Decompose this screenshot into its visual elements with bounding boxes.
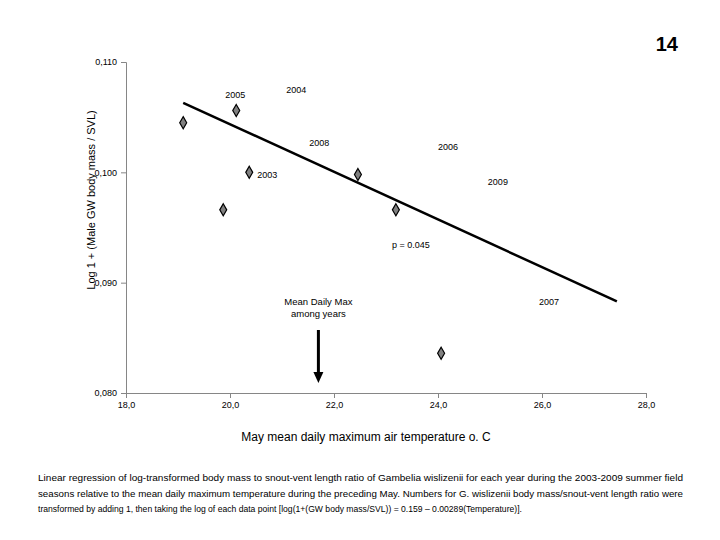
point-labels: 2005 2004 2008 2003 2006 2009 2007: [225, 85, 559, 308]
caption-line: Linear regression of log-transformed bod…: [38, 473, 683, 483]
data-point: [392, 204, 399, 216]
y-tick: 0,100: [94, 168, 126, 178]
data-point: [233, 105, 240, 117]
x-tick-label: 26,0: [534, 400, 552, 410]
y-tick-mark: [121, 172, 126, 173]
x-axis-title: May mean daily maximum air temperature o…: [241, 430, 491, 444]
x-tick: 24,0: [430, 393, 448, 410]
x-axis-line: [127, 394, 647, 399]
point-label: 2009: [488, 177, 508, 187]
y-tick-mark: [121, 393, 126, 394]
data-point: [438, 347, 445, 359]
x-tick: 28,0: [638, 393, 656, 410]
point-label: 2004: [286, 85, 306, 95]
x-tick-label: 28,0: [638, 400, 656, 410]
page-number: 14: [656, 33, 679, 55]
caption-line: transformed by adding 1, then taking the…: [38, 504, 522, 514]
data-point: [180, 117, 187, 129]
y-tick-mark: [121, 62, 126, 63]
point-label: 2008: [309, 138, 329, 148]
y-axis-title: Log 1 + (Male GW body mass / SVL): [85, 110, 97, 289]
y-tick-label: 0,090: [94, 278, 117, 288]
x-tick: 22,0: [326, 393, 344, 410]
mean-arrow-shaft: [317, 330, 320, 374]
mean-label: among years: [291, 308, 346, 319]
x-tick: 18,0: [118, 393, 136, 410]
x-tick-label: 18,0: [118, 400, 136, 410]
x-tick-mark: [542, 393, 543, 398]
y-tick-mark: [121, 283, 126, 284]
x-tick-label: 24,0: [430, 400, 448, 410]
y-tick-label: 0,100: [94, 168, 117, 178]
y-tick-label: 0,110: [95, 57, 117, 67]
point-label: 2003: [257, 170, 277, 180]
y-axis: 0,080 0,090 0,100 0,110: [94, 57, 126, 398]
x-tick-label: 20,0: [222, 400, 240, 410]
mean-label: Mean Daily Max: [284, 296, 352, 307]
y-tick: 0,080: [94, 388, 126, 398]
x-tick-mark: [334, 393, 335, 398]
chart: 18,020,022,024,026,028,00,0800,0900,1000…: [0, 0, 720, 540]
y-tick: 0,110: [95, 57, 126, 67]
y-tick: 0,090: [94, 278, 126, 288]
trend-line: [183, 103, 617, 302]
data-point: [246, 166, 253, 178]
x-tick-mark: [438, 393, 439, 398]
data-point: [354, 169, 361, 181]
x-axis: 18,0 20,0 22,0 24,0 26,0 28,0: [118, 393, 656, 410]
x-tick: 20,0: [222, 393, 240, 410]
point-label: 2005: [225, 90, 245, 100]
x-tick: 26,0: [534, 393, 552, 410]
mean-annotation: Mean Daily Maxamong years: [284, 296, 352, 383]
x-tick-mark: [646, 393, 647, 398]
data-point: [220, 204, 227, 216]
plot-area: [180, 103, 617, 359]
caption-line: seasons relative to the mean daily maxim…: [38, 489, 683, 499]
point-label: 2007: [539, 297, 559, 307]
x-tick-label: 22,0: [326, 400, 344, 410]
mean-arrow-head: [313, 372, 323, 383]
y-axis-line: [121, 63, 127, 394]
point-label: 2006: [438, 142, 458, 152]
caption: Linear regression of log-transformed bod…: [38, 473, 683, 514]
p-value: p = 0.045: [392, 240, 430, 250]
x-tick-mark: [230, 393, 231, 398]
y-tick-label: 0,080: [94, 388, 117, 398]
